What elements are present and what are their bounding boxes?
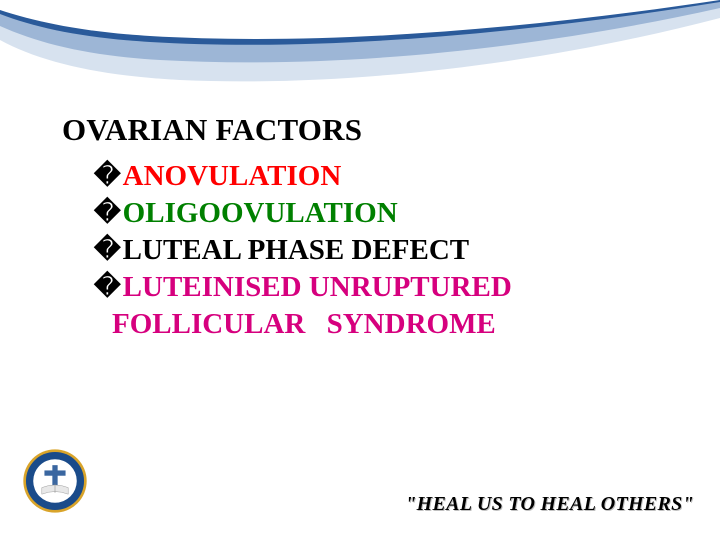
slide-title: OVARIAN FACTORS bbox=[62, 112, 680, 148]
list-item-text: OLIGOOVULATION bbox=[123, 195, 680, 232]
list-item: � OLIGOOVULATION bbox=[94, 195, 680, 232]
motto-text: "HEAL US TO HEAL OTHERS" bbox=[405, 493, 694, 516]
list-item-text: LUTEAL PHASE DEFECT bbox=[123, 232, 680, 269]
list-item: � LUTEAL PHASE DEFECT bbox=[94, 232, 680, 269]
bullet-glyph: � bbox=[94, 195, 121, 230]
bullet-glyph: � bbox=[94, 269, 121, 304]
header-swoosh bbox=[0, 0, 720, 110]
list-item: � LUTEINISED UNRUPTURED bbox=[94, 269, 680, 306]
swoosh-band-top bbox=[0, 0, 720, 45]
swoosh-white-gap bbox=[0, 0, 720, 39]
logo-cross-h bbox=[44, 470, 65, 475]
bullet-list: � ANOVULATION � OLIGOOVULATION � LUTEAL … bbox=[62, 158, 680, 344]
list-item-text: ANOVULATION bbox=[123, 158, 680, 195]
swoosh-band-mid bbox=[0, 0, 720, 62]
list-item: � ANOVULATION bbox=[94, 158, 680, 195]
swoosh-band-bottom bbox=[0, 0, 720, 81]
college-logo bbox=[22, 448, 88, 514]
list-item-text: LUTEINISED UNRUPTURED bbox=[123, 269, 680, 306]
list-item-continuation: FOLLICULAR SYNDROME bbox=[94, 306, 680, 343]
bullet-glyph: � bbox=[94, 232, 121, 267]
slide-content: OVARIAN FACTORS � ANOVULATION � OLIGOOVU… bbox=[62, 112, 680, 344]
bullet-glyph: � bbox=[94, 158, 121, 193]
